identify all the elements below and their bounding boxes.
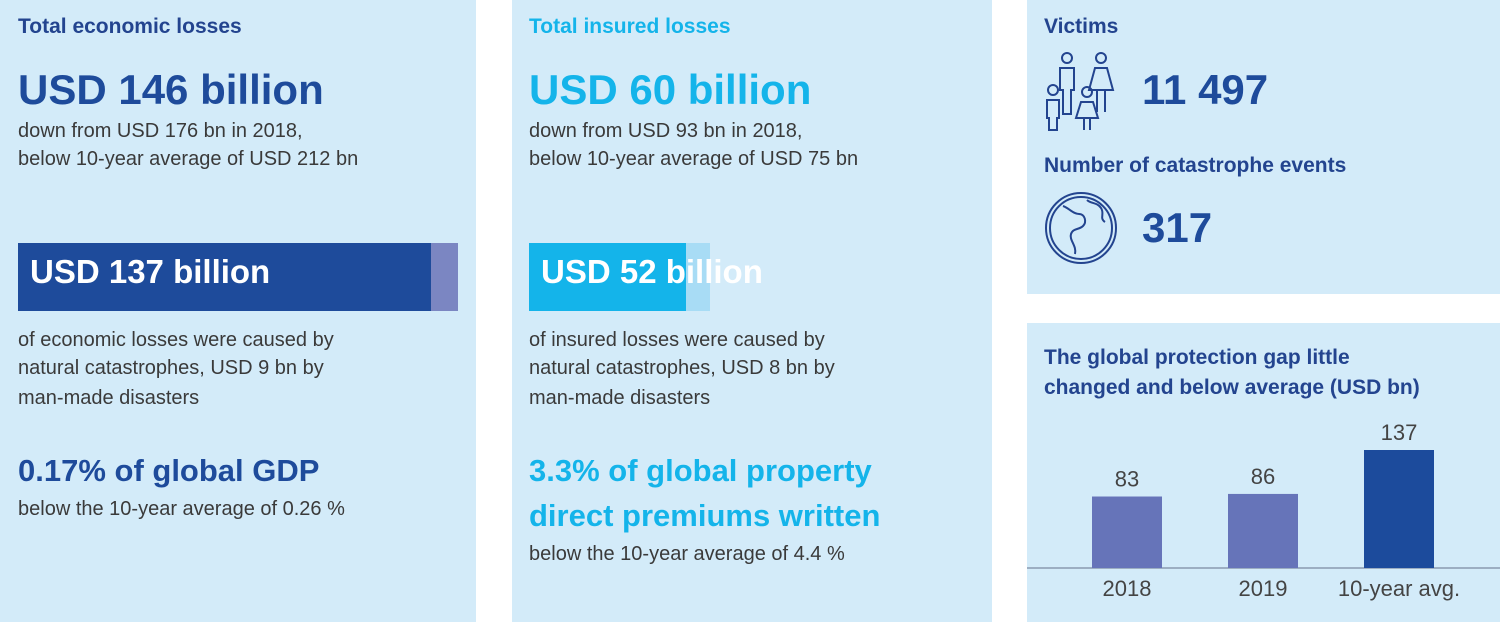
victims-value: 11 497 <box>1142 66 1269 113</box>
data-label: 86 <box>1251 464 1275 489</box>
economic-bar-fill <box>18 243 431 311</box>
insured-losses-panel: Total insured losses USD 60 billion down… <box>512 0 992 622</box>
x-tick-label: 10-year avg. <box>1338 576 1460 601</box>
chart-title-line2: changed and below average (USD bn) <box>1044 376 1420 399</box>
victims-events-panel: Victims 11 497 Number of catastrophe eve… <box>1027 0 1500 294</box>
insured-bar: USD 52 billion <box>529 243 763 311</box>
economic-line2: below 10-year average of USD 212 bn <box>18 148 359 170</box>
economic-losses-panel: Total economic losses USD 146 billion do… <box>0 0 476 622</box>
insured-desc1: of insured losses were caused by <box>529 329 825 351</box>
protection-gap-chart: 83 2018 86 2019 137 10-year avg. <box>1027 420 1500 601</box>
insured-bar-fill <box>529 243 686 311</box>
insured-line1: down from USD 93 bn in 2018, <box>529 120 803 142</box>
x-tick-label: 2018 <box>1103 576 1152 601</box>
insured-desc3: man-made disasters <box>529 387 711 409</box>
people-icon <box>1046 52 1115 131</box>
gdp-share: 0.17% of global GDP <box>18 453 320 488</box>
bar-2019 <box>1228 493 1298 568</box>
premium-share-line1: 3.3% of global property <box>529 453 872 488</box>
economic-bar-label: USD 137 billion <box>30 253 271 290</box>
chart-title-line1: The global protection gap little <box>1044 346 1350 369</box>
bar-2018 <box>1092 496 1162 568</box>
insured-headline: USD 60 billion <box>529 66 812 113</box>
insured-desc2: natural catastrophes, USD 8 bn by <box>529 357 835 379</box>
victims-label: Victims <box>1044 15 1119 38</box>
economic-desc1: of economic losses were caused by <box>18 329 334 351</box>
bar-10-year avg. <box>1364 450 1434 568</box>
economic-desc3: man-made disasters <box>18 387 200 409</box>
economic-bar: USD 137 billion <box>18 243 458 311</box>
protection-gap-panel: The global protection gap little changed… <box>1027 323 1500 622</box>
economic-line1: down from USD 176 bn in 2018, <box>18 120 303 142</box>
premium-share-line2: direct premiums written <box>529 498 881 533</box>
data-label: 83 <box>1115 467 1139 492</box>
premium-note: below the 10-year average of 4.4 % <box>529 543 845 565</box>
insured-bar-label: USD 52 billion <box>541 253 763 290</box>
economic-desc2: natural catastrophes, USD 9 bn by <box>18 357 324 379</box>
economic-label: Total economic losses <box>18 15 242 38</box>
gdp-note: below the 10-year average of 0.26 % <box>18 498 345 520</box>
x-tick-label: 2019 <box>1239 576 1288 601</box>
insured-line2: below 10-year average of USD 75 bn <box>529 148 859 170</box>
events-value: 317 <box>1142 204 1213 251</box>
data-label: 137 <box>1381 420 1418 445</box>
globe-icon <box>1045 192 1117 264</box>
economic-headline: USD 146 billion <box>18 66 324 113</box>
events-label: Number of catastrophe events <box>1044 154 1347 177</box>
insured-label: Total insured losses <box>529 15 731 38</box>
